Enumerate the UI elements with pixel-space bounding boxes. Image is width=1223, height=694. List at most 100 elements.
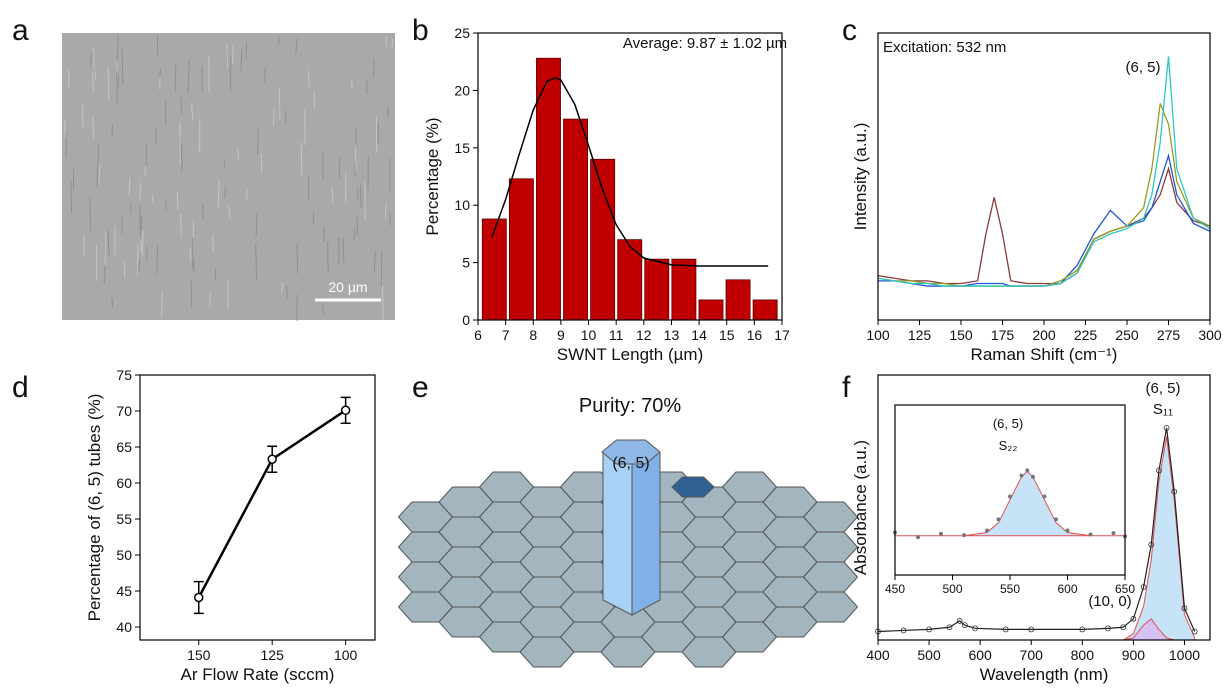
- x-tick-label: 250: [1115, 327, 1139, 343]
- sem-streak: [392, 39, 393, 48]
- data-point: [1089, 532, 1093, 536]
- x-tick-label: 450: [885, 582, 905, 596]
- data-point: [1025, 468, 1029, 472]
- x-axis-label: Raman Shift (cm⁻¹): [971, 345, 1118, 364]
- sem-streak: [233, 44, 234, 64]
- sem-streak: [388, 106, 389, 116]
- sem-streak: [241, 49, 242, 71]
- sem-streak: [352, 80, 353, 88]
- y-tick-label: 45: [116, 583, 132, 599]
- sem-streak: [175, 63, 176, 92]
- data-point: [1008, 495, 1012, 499]
- bar: [726, 280, 750, 320]
- bar: [591, 159, 615, 320]
- sem-streak: [71, 180, 72, 213]
- sem-streak: [356, 128, 357, 143]
- x-tick-label: 12: [636, 327, 652, 343]
- bar: [564, 119, 588, 320]
- bar: [753, 300, 777, 320]
- annotation: (6, 5): [1145, 380, 1180, 397]
- x-tick-label: 200: [1032, 327, 1056, 343]
- data-point: [997, 517, 1001, 521]
- annotation: (6, 5): [993, 416, 1023, 431]
- annotation: S₂₂: [999, 438, 1018, 453]
- data-point: [1020, 474, 1024, 478]
- sem-streak: [361, 185, 362, 208]
- scale-bar-label: 20 µm: [328, 279, 367, 295]
- y-tick-label: 10: [454, 197, 470, 213]
- sem-streak: [190, 249, 191, 262]
- y-axis-label: Intensity (a.u.): [851, 123, 870, 231]
- fit-area: [878, 436, 1195, 640]
- sem-streak: [108, 67, 109, 100]
- y-tick-label: 75: [116, 367, 132, 383]
- x-tick-label: 650: [1115, 582, 1135, 596]
- data-point: [1031, 475, 1035, 479]
- x-tick-label: 7: [502, 327, 510, 343]
- x-tick-label: 175: [991, 327, 1015, 343]
- x-tick-label: 16: [747, 327, 763, 343]
- sem-streak: [308, 71, 309, 87]
- x-tick-label: 6: [474, 327, 482, 343]
- sem-streak: [162, 291, 163, 317]
- y-tick-label: 40: [116, 619, 132, 635]
- y-tick-label: 20: [454, 82, 470, 98]
- x-tick-label: 9: [557, 327, 565, 343]
- annotation: Average: 9.87 ± 1.02 µm: [623, 35, 787, 52]
- data-point: [962, 533, 966, 537]
- pillar-front: [603, 452, 632, 615]
- x-tick-label: 11: [609, 327, 624, 343]
- bar: [699, 300, 723, 320]
- sem-streak: [357, 188, 358, 199]
- x-axis-label: Ar Flow Rate (sccm): [181, 665, 335, 684]
- data-point: [939, 532, 943, 536]
- sem-streak: [313, 211, 314, 223]
- x-tick-label: 100: [866, 327, 890, 343]
- y-tick-label: 0: [462, 312, 470, 328]
- panel-label: d: [12, 371, 29, 404]
- x-tick-label: 15: [719, 327, 735, 343]
- panel-label: f: [842, 371, 851, 404]
- panel-label: a: [12, 14, 29, 47]
- data-point: [916, 535, 920, 539]
- sem-streak: [181, 213, 182, 238]
- x-tick-label: 150: [949, 327, 973, 343]
- y-axis-label: Percentage of (6, 5) tubes (%): [85, 394, 104, 622]
- x-axis-label: Wavelength (nm): [980, 665, 1109, 684]
- x-tick-label: 225: [1074, 327, 1098, 343]
- sem-streak: [381, 251, 382, 287]
- x-tick-label: 150: [187, 647, 211, 663]
- x-tick-label: 125: [261, 647, 285, 663]
- y-tick-label: 5: [462, 255, 470, 271]
- bar: [618, 240, 642, 320]
- x-tick-label: 700: [1020, 647, 1044, 663]
- x-axis-label: SWNT Length (µm): [557, 345, 703, 364]
- marker: [268, 455, 276, 463]
- data-point: [1112, 531, 1116, 535]
- sem-streak: [282, 283, 283, 294]
- y-axis-label: Percentage (%): [423, 117, 442, 235]
- sem-streak: [287, 286, 288, 300]
- sem-streak: [140, 183, 141, 201]
- data-point: [985, 529, 989, 533]
- x-tick-label: 125: [908, 327, 932, 343]
- x-tick-label: 10: [581, 327, 597, 343]
- pillar-label: (6, 5): [612, 455, 649, 472]
- x-tick-label: 500: [942, 582, 962, 596]
- y-tick-label: 25: [454, 25, 470, 41]
- sem-streak: [65, 120, 66, 137]
- x-tick-label: 17: [774, 327, 790, 343]
- spectrum-line: [878, 169, 1210, 284]
- annotation: (6, 5): [1125, 59, 1160, 76]
- x-tick-label: 550: [1000, 582, 1020, 596]
- y-tick-label: 50: [116, 547, 132, 563]
- x-tick-label: 900: [1122, 647, 1146, 663]
- x-tick-label: 13: [664, 327, 680, 343]
- x-tick-label: 500: [917, 647, 941, 663]
- annotation: Excitation: 532 nm: [883, 39, 1006, 56]
